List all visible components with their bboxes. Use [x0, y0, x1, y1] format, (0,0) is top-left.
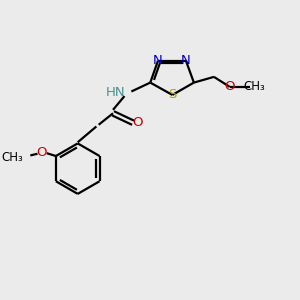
Text: N: N — [153, 54, 163, 67]
Text: O: O — [224, 80, 235, 93]
Text: O: O — [132, 116, 142, 129]
Text: CH₃: CH₃ — [243, 80, 265, 93]
Text: S: S — [168, 88, 177, 101]
Text: HN: HN — [105, 86, 125, 99]
Text: CH₃: CH₃ — [1, 151, 23, 164]
Text: O: O — [36, 146, 47, 159]
Text: N: N — [181, 54, 191, 67]
